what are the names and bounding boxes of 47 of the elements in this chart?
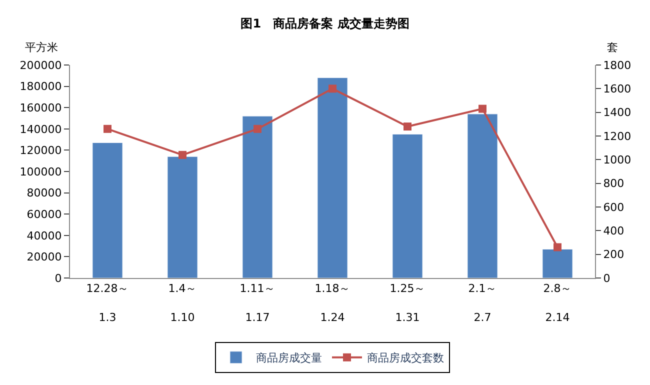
category-label: 1.11～ 1.17 — [240, 282, 276, 324]
y2-tick-label: 400 — [603, 224, 624, 238]
category-label: 1.4～ 1.10 — [168, 282, 197, 324]
bar — [242, 116, 273, 278]
chart-title: 图1 商品房备案 成交量走势图 — [240, 16, 410, 31]
y2-axis-title: 套 — [607, 41, 618, 54]
category-label: 1.18～ 1.24 — [314, 282, 350, 324]
point — [404, 122, 412, 131]
y-axis-title: 平方米 — [25, 41, 58, 54]
point — [478, 104, 486, 113]
bar — [392, 134, 423, 278]
y2-tick-label: 800 — [603, 177, 624, 190]
y-tick-label: 140000 — [20, 122, 62, 136]
bar — [317, 78, 348, 278]
y2-tick-label: 1000 — [603, 154, 632, 167]
point — [254, 124, 262, 133]
y-tick-label: 100000 — [20, 165, 62, 178]
y-tick-label: 200000 — [20, 58, 62, 72]
category-label: 1.25～ 1.31 — [390, 282, 426, 324]
legend-label: 商品房成交量 — [256, 352, 322, 365]
y2-tick-label: 1400 — [603, 106, 632, 120]
y-tick-label: 60000 — [26, 208, 62, 221]
y-tick-label: 180000 — [20, 80, 62, 94]
category-label: 2.1～ 2.7 — [468, 282, 497, 324]
point — [328, 84, 336, 93]
y2-tick-label: 600 — [603, 200, 624, 214]
y-tick-label: 160000 — [20, 101, 62, 114]
point — [554, 243, 562, 252]
point — [178, 150, 186, 159]
y-tick-label: 0 — [54, 272, 62, 285]
legend-label: 商品房成交套数 — [367, 352, 444, 365]
bar — [167, 156, 198, 278]
point — [104, 124, 112, 133]
y2-tick-label: 1200 — [603, 130, 632, 143]
y2-tick-label: 1800 — [603, 58, 632, 72]
y-tick-label: 40000 — [26, 229, 62, 242]
y2-tick-label: 0 — [603, 272, 610, 285]
y2-tick-label: 1600 — [603, 82, 632, 96]
y-tick-label: 120000 — [20, 144, 62, 158]
bar — [467, 114, 498, 278]
category-label: 2.8～ 2.14 — [543, 282, 572, 324]
bar — [542, 249, 573, 278]
y-tick-label: 80000 — [26, 186, 62, 200]
y-tick-label: 20000 — [26, 250, 62, 264]
y2-tick-label: 200 — [603, 248, 624, 262]
category-label: 12.28～ 1.3 — [86, 282, 129, 324]
bar — [92, 142, 123, 278]
